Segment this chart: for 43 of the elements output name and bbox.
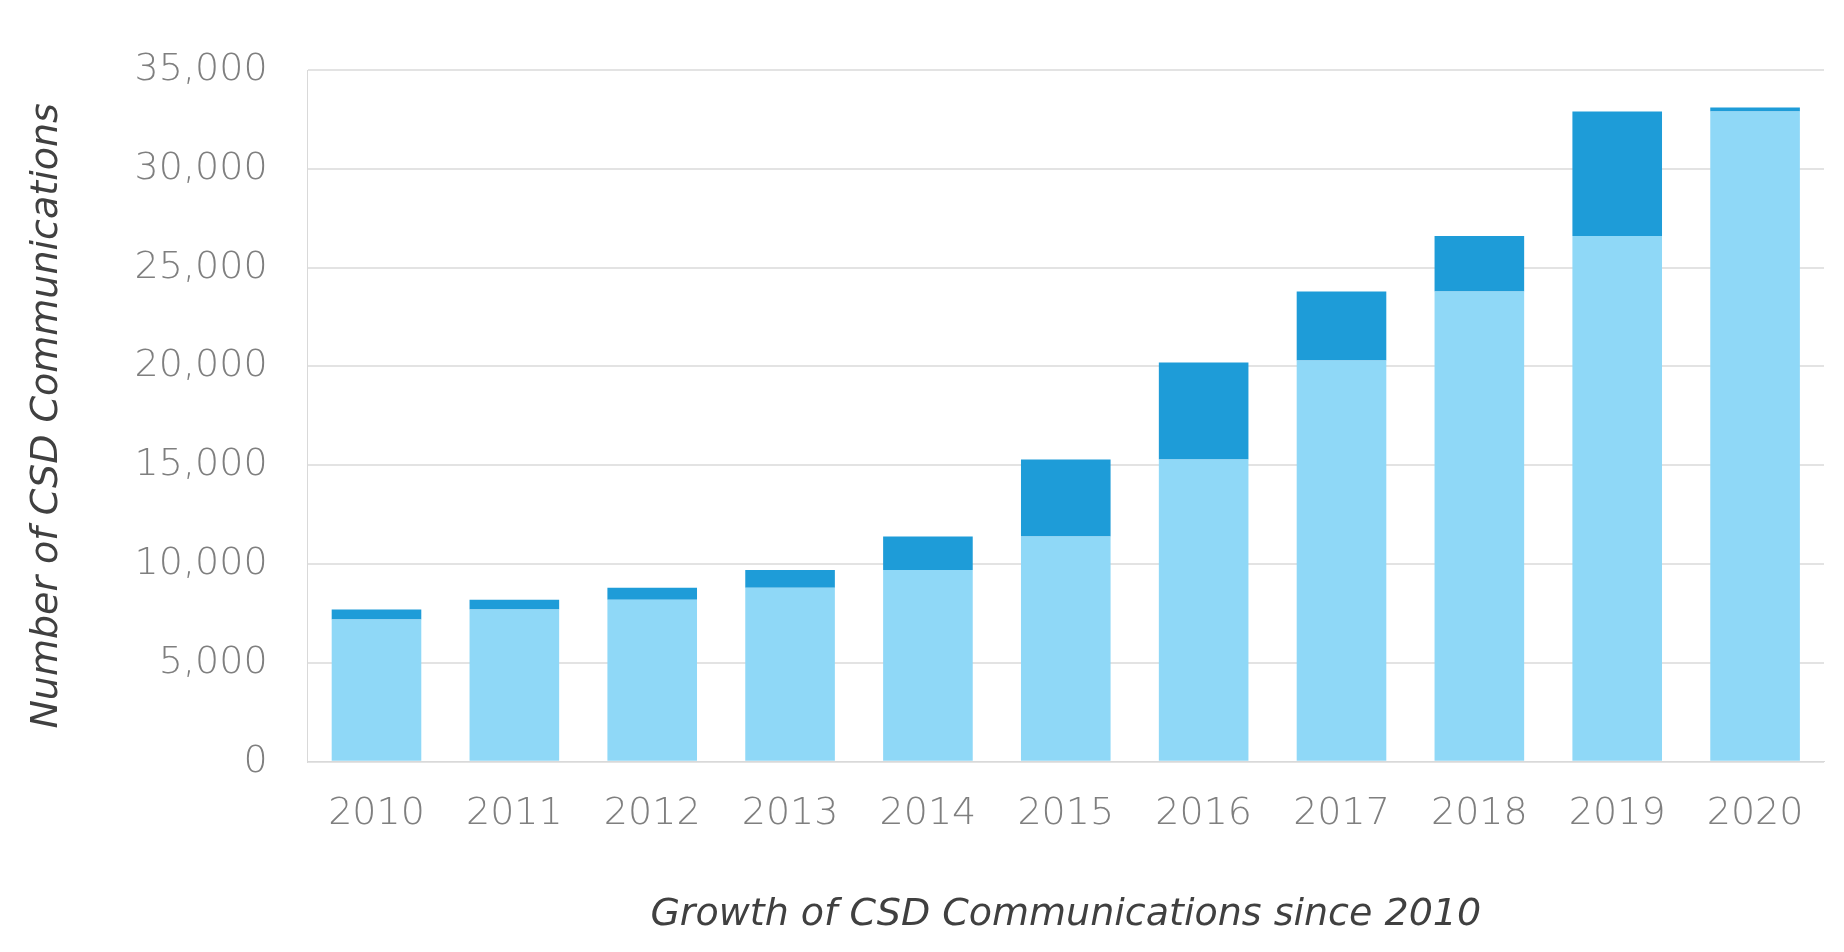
x-tick-label: 2011 — [465, 789, 563, 834]
x-tick-label: 2015 — [1017, 789, 1115, 834]
bar — [469, 609, 560, 761]
y-tick-label: 20,000 — [134, 341, 268, 386]
y-axis-title: Number of CSD Communications — [21, 103, 66, 729]
bar — [1158, 459, 1249, 761]
bar — [1296, 291, 1387, 361]
x-axis-title: Growth of CSD Communications since 2010 — [650, 890, 1482, 935]
y-tick-label: 0 — [243, 736, 268, 781]
bar — [1020, 536, 1111, 761]
bar — [1020, 459, 1111, 537]
x-tick-label: 2018 — [1431, 789, 1528, 834]
y-tick-label: 10,000 — [134, 539, 268, 584]
bar — [331, 609, 422, 620]
bar — [469, 599, 560, 610]
y-tick-label: 15,000 — [134, 440, 268, 485]
bar — [607, 587, 698, 600]
bar — [1296, 360, 1387, 761]
bar — [331, 619, 422, 761]
bar — [1572, 111, 1663, 237]
bar — [745, 570, 835, 588]
y-tick-label: 35,000 — [134, 44, 268, 89]
x-tick-label: 2020 — [1706, 789, 1804, 834]
y-tick-label: 25,000 — [134, 242, 268, 287]
x-tick-label: 2016 — [1155, 789, 1252, 834]
bar — [1710, 111, 1800, 761]
x-tick-label: 2013 — [741, 789, 839, 834]
y-tick-label: 30,000 — [134, 143, 268, 188]
x-tick-label: 2014 — [879, 789, 977, 834]
y-tick-label: 5,000 — [158, 637, 268, 682]
bar — [883, 570, 973, 761]
bar — [1158, 362, 1249, 460]
bar — [1434, 236, 1525, 292]
bar — [1710, 107, 1800, 112]
x-tick-label: 2017 — [1293, 789, 1390, 834]
bar — [1572, 236, 1663, 761]
x-tick-label: 2012 — [603, 789, 701, 834]
bar — [745, 587, 835, 761]
bar — [1434, 291, 1525, 761]
bar — [607, 599, 698, 761]
x-tick-label: 2010 — [328, 789, 425, 834]
x-tick-label: 2019 — [1568, 789, 1666, 834]
bar — [883, 536, 973, 571]
